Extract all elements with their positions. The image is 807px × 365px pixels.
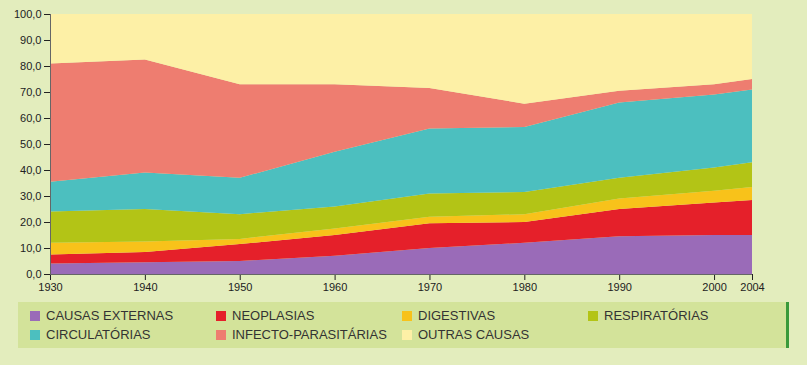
svg-text:1970: 1970 (418, 281, 442, 293)
svg-text:1960: 1960 (323, 281, 347, 293)
svg-text:10,0: 10,0 (20, 242, 41, 254)
svg-text:2000: 2000 (702, 281, 726, 293)
html-text:DIGESTIVAS: DIGESTIVAS (418, 308, 496, 323)
svg-text:50,0: 50,0 (20, 138, 41, 150)
svg-text:40,0: 40,0 (20, 164, 41, 176)
html-text:CAUSAS EXTERNAS: CAUSAS EXTERNAS (46, 308, 174, 323)
svg-text:20,0: 20,0 (20, 216, 41, 228)
svg-text:80,0: 80,0 (20, 60, 41, 72)
html-text:OUTRAS CAUSAS: OUTRAS CAUSAS (418, 327, 530, 342)
html-text:RESPIRATÓRIAS: RESPIRATÓRIAS (604, 308, 709, 323)
svg-text:100,0: 100,0 (14, 8, 42, 20)
svg-text:60,0: 60,0 (20, 112, 41, 124)
svg-text:2004: 2004 (740, 281, 764, 293)
html-text:NEOPLASIAS: NEOPLASIAS (232, 308, 315, 323)
svg-text:1980: 1980 (513, 281, 537, 293)
svg-text:30,0: 30,0 (20, 190, 41, 202)
svg-text:1990: 1990 (607, 281, 631, 293)
svg-text:0,0: 0,0 (26, 268, 41, 280)
svg-text:1950: 1950 (228, 281, 252, 293)
svg-text:90,0: 90,0 (20, 34, 41, 46)
svg-text:1940: 1940 (133, 281, 157, 293)
svg-text:1930: 1930 (38, 281, 62, 293)
svg-text:70,0: 70,0 (20, 86, 41, 98)
html-text:INFECTO-PARASITÁRIAS: INFECTO-PARASITÁRIAS (232, 327, 387, 342)
html-text:CIRCULATÓRIAS: CIRCULATÓRIAS (46, 327, 151, 342)
